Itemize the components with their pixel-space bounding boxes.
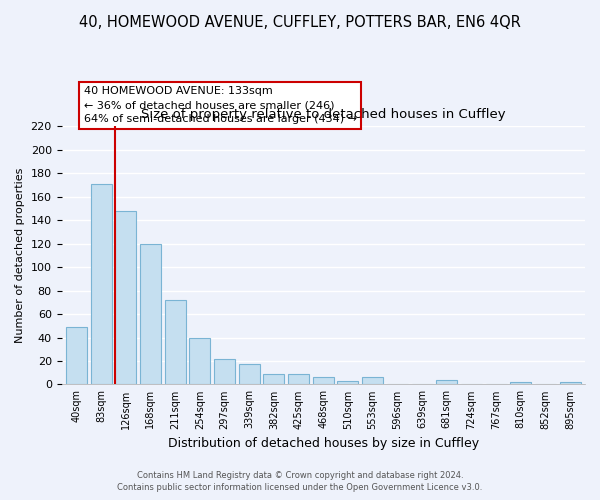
Bar — [239, 364, 260, 384]
Y-axis label: Number of detached properties: Number of detached properties — [15, 168, 25, 343]
Bar — [337, 381, 358, 384]
Bar — [560, 382, 581, 384]
Bar — [66, 327, 87, 384]
Bar — [190, 338, 210, 384]
Bar — [511, 382, 531, 384]
Bar — [214, 358, 235, 384]
Text: Contains HM Land Registry data © Crown copyright and database right 2024.
Contai: Contains HM Land Registry data © Crown c… — [118, 471, 482, 492]
Bar — [164, 300, 185, 384]
Bar — [140, 244, 161, 384]
Bar — [115, 211, 136, 384]
Title: Size of property relative to detached houses in Cuffley: Size of property relative to detached ho… — [141, 108, 506, 121]
Bar — [91, 184, 112, 384]
X-axis label: Distribution of detached houses by size in Cuffley: Distribution of detached houses by size … — [168, 437, 479, 450]
Bar — [263, 374, 284, 384]
Bar — [362, 378, 383, 384]
Text: 40 HOMEWOOD AVENUE: 133sqm
← 36% of detached houses are smaller (246)
64% of sem: 40 HOMEWOOD AVENUE: 133sqm ← 36% of deta… — [84, 86, 357, 124]
Bar — [436, 380, 457, 384]
Text: 40, HOMEWOOD AVENUE, CUFFLEY, POTTERS BAR, EN6 4QR: 40, HOMEWOOD AVENUE, CUFFLEY, POTTERS BA… — [79, 15, 521, 30]
Bar — [288, 374, 309, 384]
Bar — [313, 378, 334, 384]
